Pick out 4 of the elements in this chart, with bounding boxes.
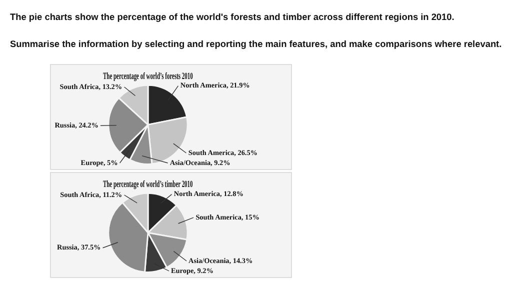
text: The pie charts show the percentage of the world's forests and timber across different regions in 2010. [10,12,454,22]
text: Summarise the information by selecting and reporting the main features, and make comparisons where relevant. [10,39,502,49]
chart-title: The percentage of world’s forests 2010 [103,70,193,82]
chart-title: The percentage of world’s timber 2010 [103,178,193,190]
